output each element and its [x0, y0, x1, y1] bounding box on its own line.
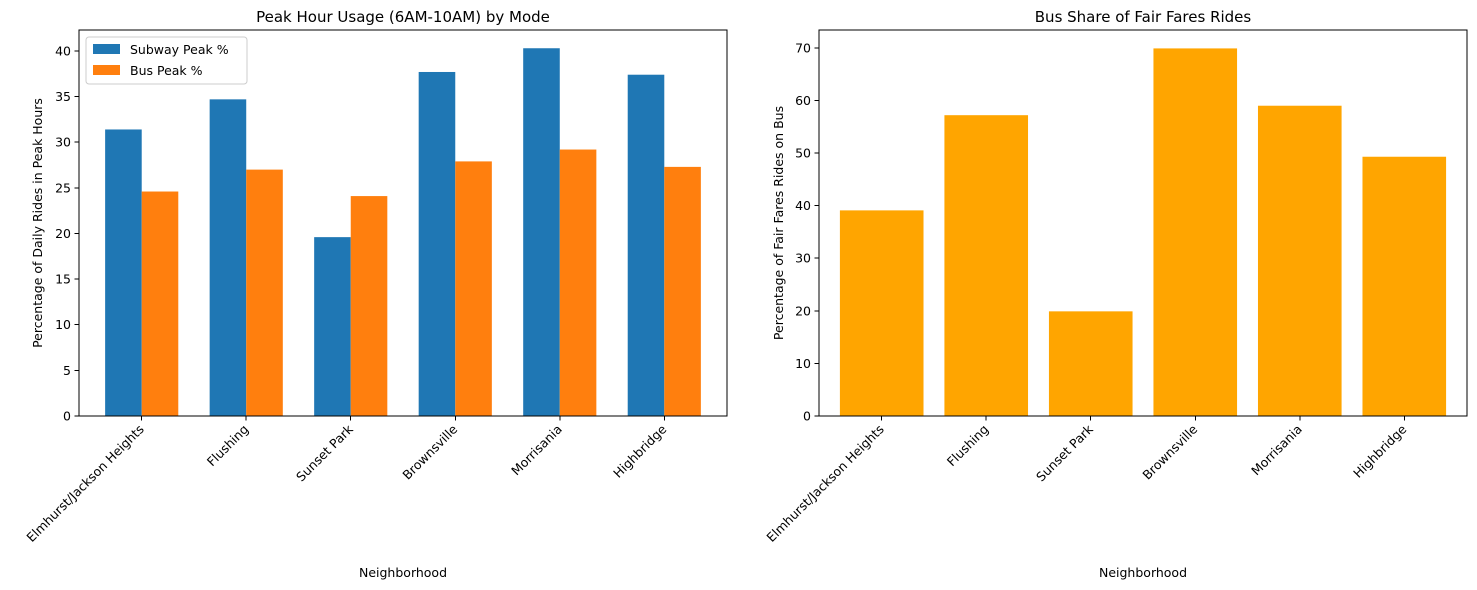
y-tick-label: 30 [795, 251, 811, 266]
y-tick-label: 70 [795, 40, 811, 55]
legend: Subway Peak % Bus Peak % [85, 36, 248, 85]
x-axis-title: Neighborhood [1099, 565, 1187, 580]
y-tick-label: 5 [63, 363, 71, 378]
y-tick-label: 60 [795, 93, 811, 108]
y-tick-label: 10 [55, 317, 71, 332]
bar-bus-peak-highbridge [664, 166, 701, 416]
y-tick-label: 0 [803, 409, 811, 424]
bar-bus-peak-brownsville [455, 161, 492, 416]
bar-subway-peak-flushing [209, 99, 247, 416]
bar-subway-peak-brownsville [418, 71, 456, 416]
y-tick-label: 20 [55, 226, 71, 241]
bar-highbridge [1362, 156, 1447, 417]
y-tick-label: 10 [795, 356, 811, 371]
y-tick-label: 30 [55, 135, 71, 150]
y-axis-ticks: 0 5 10 15 20 25 30 35 40 [55, 43, 79, 424]
bar-subway-peak-elmhurst-jackson-heights [105, 129, 142, 416]
y-axis-title: Percentage of Fair Fares Rides on Bus [771, 106, 786, 340]
y-tick-label: 15 [55, 272, 71, 287]
y-tick-label: 35 [55, 89, 71, 104]
bar-group [105, 48, 701, 417]
bar-group [839, 48, 1447, 417]
legend-label-bus: Bus Peak % [130, 63, 203, 78]
plot-frame [818, 29, 1468, 417]
bar-bus-peak-sunset-park [350, 196, 388, 416]
peak-hour-chart: Peak Hour Usage (6AM-10AM) by Mode 0 5 10 1… [23, 8, 728, 580]
legend-swatch-subway [93, 44, 120, 54]
bar-subway-peak-morrisania [523, 48, 560, 416]
bar-bus-peak-flushing [246, 169, 283, 416]
y-tick-label: 50 [795, 146, 811, 161]
bar-brownsville [1153, 48, 1238, 416]
legend-label-subway: Subway Peak % [130, 42, 229, 57]
plot-frame [78, 29, 728, 417]
legend-swatch-bus [93, 65, 120, 75]
bar-sunset-park [1048, 311, 1133, 416]
y-tick-label: 20 [795, 303, 811, 318]
y-tick-label: 40 [55, 43, 71, 58]
bar-subway-peak-highbridge [627, 74, 665, 417]
chart-title: Peak Hour Usage (6AM-10AM) by Mode [256, 8, 550, 26]
bar-elmhurst-jackson-heights [839, 210, 924, 416]
bar-flushing [944, 115, 1029, 416]
x-axis-title: Neighborhood [359, 565, 447, 580]
legend-box [85, 36, 248, 85]
chart-title: Bus Share of Fair Fares Rides [1035, 8, 1252, 26]
y-tick-label: 0 [63, 409, 71, 424]
y-axis-ticks: 0 10 20 30 40 50 60 70 [795, 40, 819, 424]
bar-morrisania [1257, 105, 1342, 416]
bar-subway-peak-sunset-park [314, 237, 351, 416]
y-axis-title: Percentage of Daily Rides in Peak Hours [30, 98, 45, 348]
y-tick-label: 25 [55, 180, 71, 195]
y-tick-label: 40 [795, 198, 811, 213]
bar-bus-peak-elmhurst-jackson-heights [141, 191, 179, 416]
bar-bus-peak-morrisania [559, 149, 597, 417]
